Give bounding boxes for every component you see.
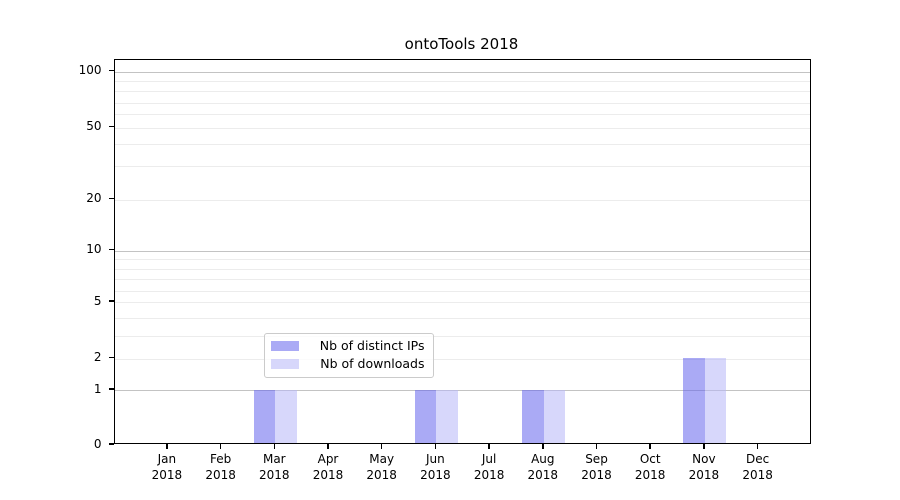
x-tick-mark [488, 444, 490, 449]
minor-gridline [114, 199, 810, 201]
x-tick-label-jun: Jun 2018 [420, 452, 451, 482]
y-tick-mark [108, 248, 114, 251]
minor-gridline [114, 358, 810, 360]
minor-gridline [114, 279, 810, 281]
x-tick-mark [327, 444, 329, 449]
x-tick-label-jan: Jan 2018 [151, 452, 183, 482]
minor-gridline [114, 114, 810, 116]
x-tick-mark [166, 444, 168, 449]
bar-distinct-ips-jun [414, 389, 437, 443]
x-tick-mark [542, 444, 544, 449]
minor-gridline [114, 91, 810, 92]
y-tick-label: 100 [78, 63, 102, 77]
y-tick-label: 0 [93, 436, 102, 451]
bar-downloads-nov [704, 358, 727, 443]
major-gridline [114, 390, 810, 391]
x-tick-mark [273, 444, 276, 449]
minor-gridline [114, 317, 810, 319]
x-tick-mark [703, 444, 705, 449]
y-tick-mark [108, 69, 114, 72]
x-tick-label-dec: Dec 2018 [742, 452, 773, 482]
x-tick-label-aug: Aug 2018 [527, 452, 559, 482]
minor-gridline [114, 127, 810, 129]
minor-gridline [114, 81, 810, 82]
y-tick-label: 20 [86, 191, 102, 205]
y-tick-mark [108, 388, 114, 390]
bar-distinct-ips-aug [522, 389, 544, 443]
x-tick-mark [434, 444, 437, 449]
legend-label-downloads: Nb of downloads [320, 356, 425, 371]
minor-gridline [114, 102, 810, 104]
legend-swatch-downloads [270, 359, 299, 369]
legend-row: Nb of distinct IPs [270, 338, 425, 353]
x-tick-mark [649, 444, 651, 449]
x-tick-label-oct: Oct 2018 [634, 452, 666, 482]
y-tick-label: 5 [93, 293, 102, 308]
x-tick-mark [219, 444, 222, 449]
major-gridline [114, 71, 810, 73]
x-tick-label-nov: Nov 2018 [688, 452, 720, 482]
bar-downloads-aug [543, 389, 566, 443]
major-gridline [114, 250, 810, 252]
minor-gridline [114, 336, 810, 337]
y-tick-label: 10 [86, 242, 102, 256]
y-tick-mark [108, 356, 114, 359]
minor-gridline [114, 291, 810, 292]
y-tick-label: 50 [86, 119, 102, 133]
x-tick-label-mar: Mar 2018 [259, 452, 290, 482]
x-tick-mark [595, 444, 598, 449]
minor-gridline [114, 166, 810, 167]
y-tick-label: 1 [93, 381, 102, 396]
minor-gridline [114, 144, 810, 146]
plot-area [113, 58, 811, 444]
bar-downloads-jun [436, 389, 458, 443]
y-tick-mark [108, 443, 114, 445]
x-tick-label-jul: Jul 2018 [473, 452, 505, 482]
bar-distinct-ips-mar [253, 389, 276, 443]
legend-swatch-distinct-ips [270, 341, 299, 351]
minor-gridline [114, 302, 810, 303]
legend-label-distinct-ips: Nb of distinct IPs [319, 338, 425, 353]
x-tick-label-may: May 2018 [366, 452, 397, 482]
x-tick-label-apr: Apr 2018 [312, 452, 344, 482]
chart-title: ontoTools 2018 [404, 35, 519, 53]
minor-gridline [114, 269, 810, 271]
x-tick-mark [756, 444, 759, 449]
bar-downloads-mar [275, 389, 297, 443]
legend: Nb of distinct IPs Nb of downloads [263, 332, 434, 378]
y-tick-mark [108, 300, 114, 302]
y-tick-mark [108, 197, 114, 200]
legend-row: Nb of downloads [270, 356, 425, 371]
x-tick-label-feb: Feb 2018 [205, 452, 236, 482]
y-tick-mark [108, 125, 114, 128]
x-tick-label-sep: Sep 2018 [581, 452, 612, 482]
x-tick-mark [380, 444, 383, 449]
bar-distinct-ips-nov [683, 358, 705, 443]
minor-gridline [114, 259, 810, 261]
y-tick-label: 2 [93, 350, 102, 364]
